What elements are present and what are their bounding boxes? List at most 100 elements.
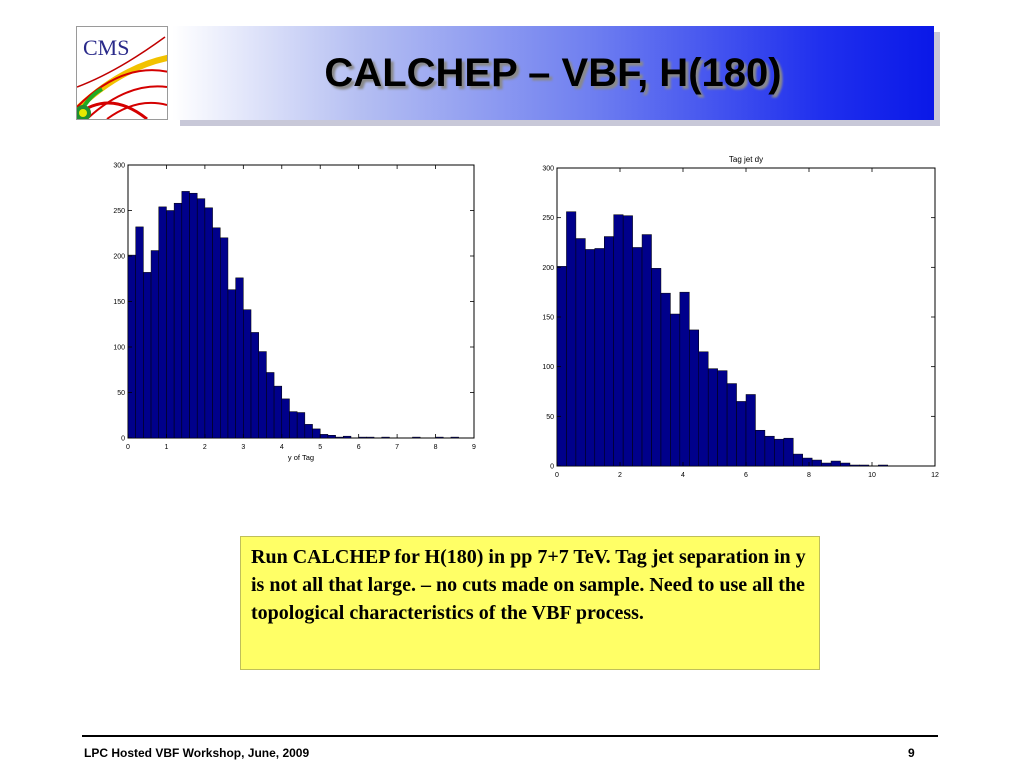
histogram-bar: [258, 351, 267, 439]
histogram-bar: [651, 268, 662, 467]
histogram-bar: [327, 435, 336, 439]
histogram-bar: [679, 291, 690, 467]
histogram-bar: [840, 462, 851, 467]
histogram-bar: [774, 438, 785, 467]
y-tick-label: 100: [113, 345, 125, 352]
histogram-bar: [127, 254, 136, 439]
histogram-bar: [173, 202, 183, 439]
y-tick-label: 150: [113, 299, 125, 306]
histogram-bar: [220, 237, 229, 439]
histogram-bar: [304, 424, 313, 439]
histogram-bar: [698, 351, 709, 467]
chart-title: Tag jet dy: [729, 155, 763, 164]
y-tick-label: 250: [113, 208, 125, 215]
histogram-bar: [802, 457, 813, 467]
x-tick-label: 7: [395, 444, 399, 451]
histogram-bar: [343, 435, 352, 439]
histogram-bar: [181, 191, 190, 439]
histogram-bar: [764, 435, 775, 467]
histogram-bar: [296, 412, 306, 439]
histogram-bar: [641, 234, 652, 467]
y-tick-label: 0: [121, 436, 125, 443]
histogram-bar: [366, 436, 375, 439]
x-tick-label: 3: [241, 444, 245, 451]
y-tick-label: 50: [546, 414, 554, 421]
histogram-bar: [227, 289, 236, 439]
histogram-bar: [243, 309, 252, 439]
histogram-bar: [212, 227, 221, 439]
histogram-bar: [556, 266, 567, 467]
cms-logo-icon: CMS: [77, 27, 167, 119]
histogram-y-of-tag: 0 1 2 3 4 5 6 7 8 9 0 50 100 150 200 250 300 y of Tag: [113, 163, 476, 463]
histogram-bar: [312, 428, 321, 439]
histogram-bar: [726, 383, 737, 467]
histogram-bar: [575, 238, 586, 467]
histogram-bar: [821, 462, 832, 467]
histogram-bar: [604, 236, 614, 467]
x-tick-label: 4: [280, 444, 284, 451]
histogram-bar: [235, 277, 244, 439]
histogram-bar: [358, 436, 367, 439]
histogram-bar: [811, 459, 822, 467]
slide-title: CALCHEP – VBF, H(180): [324, 50, 782, 95]
histogram-bar: [204, 207, 213, 439]
histogram-tag-jet-dy: 0 2 4 6 8 10 12 0 50 100 150 200 250 300 Tag jet dy: [542, 155, 939, 479]
histogram-bar: [335, 436, 344, 439]
y-tick-label: 200: [113, 254, 125, 261]
histogram-bar: [585, 249, 596, 467]
x-tick-label: 9: [472, 444, 476, 451]
x-tick-label: 6: [744, 472, 748, 479]
y-tick-label: 0: [550, 464, 554, 471]
x-tick-label: 1: [164, 444, 168, 451]
x-tick-label: 0: [126, 444, 130, 451]
y-tick-label: 300: [542, 166, 554, 173]
x-tick-label: 2: [618, 472, 622, 479]
x-tick-label: 5: [318, 444, 322, 451]
histogram-bar: [689, 329, 700, 467]
histogram-bar: [783, 437, 794, 467]
histogram-bar: [660, 292, 671, 467]
y-tick-label: 250: [542, 215, 554, 222]
histogram-bar: [670, 313, 681, 467]
histogram-bar: [150, 250, 160, 439]
x-tick-label: 8: [434, 444, 438, 451]
histogram-bar: [281, 398, 290, 439]
histogram-bar: [830, 460, 841, 467]
x-tick-label: 8: [807, 472, 811, 479]
histogram-bar: [755, 429, 766, 467]
y-tick-label: 50: [117, 390, 125, 397]
cms-logo: CMS: [76, 26, 168, 120]
y-tick-label: 200: [542, 265, 554, 272]
histogram-bar: [707, 368, 718, 467]
x-tick-label: 4: [681, 472, 685, 479]
histogram-bar: [266, 372, 275, 439]
x-tick-label: 0: [555, 472, 559, 479]
y-tick-label: 300: [113, 163, 125, 170]
y-tick-label: 150: [542, 315, 554, 322]
histogram-bar: [412, 436, 421, 439]
histogram-bar: [736, 401, 747, 467]
histogram-bar: [622, 215, 633, 467]
x-axis-label: y of Tag: [288, 453, 314, 462]
callout-note: Run CALCHEP for H(180) in pp 7+7 TeV. Ta…: [240, 536, 820, 670]
footer-divider: [82, 735, 938, 737]
histogram-bar: [435, 436, 444, 439]
histogram-bar: [859, 464, 870, 467]
histogram-bar: [250, 332, 259, 439]
histogram-bar: [566, 211, 577, 467]
histogram-bar: [381, 436, 390, 439]
histogram-bar: [717, 370, 728, 467]
histogram-bar: [632, 247, 643, 467]
histogram-bar: [289, 411, 298, 439]
logo-text: CMS: [83, 35, 129, 60]
histogram-bar: [745, 394, 756, 467]
x-tick-label: 2: [203, 444, 207, 451]
histogram-bar: [273, 385, 283, 439]
page-number: 9: [908, 746, 915, 760]
histogram-bar: [849, 464, 860, 467]
histogram-bar: [319, 434, 329, 439]
histogram-bar: [793, 453, 803, 467]
histogram-bar: [166, 210, 175, 439]
histogram-bar: [189, 192, 198, 439]
histogram-bar: [878, 464, 888, 467]
